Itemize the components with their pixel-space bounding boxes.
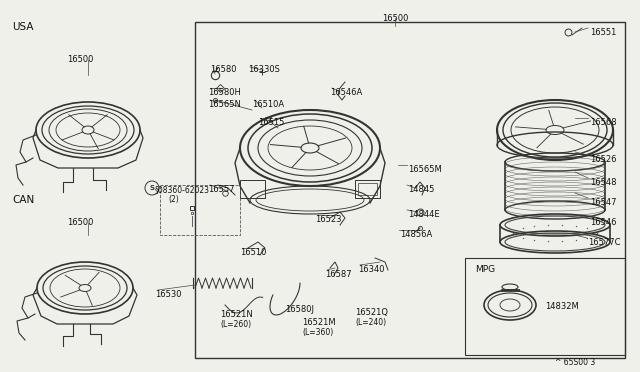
Bar	[195, 22, 625, 358]
Text: §08360-62023: §08360-62023	[155, 185, 210, 194]
Text: CAN: CAN	[12, 195, 35, 205]
Bar	[358, 183, 377, 195]
Text: 16547: 16547	[590, 198, 616, 207]
Text: 16510: 16510	[240, 248, 266, 257]
Text: 16580J: 16580J	[285, 305, 314, 314]
Text: 14832M: 14832M	[545, 302, 579, 311]
Text: 16565M: 16565M	[408, 165, 442, 174]
Text: (L=360): (L=360)	[302, 328, 333, 337]
Bar	[465, 258, 625, 355]
Text: 16546: 16546	[590, 218, 616, 227]
Text: S: S	[150, 185, 154, 191]
Text: 16523: 16523	[315, 215, 342, 224]
Text: 14856A: 14856A	[400, 230, 432, 239]
Bar	[160, 185, 240, 235]
Text: 16548: 16548	[590, 178, 616, 187]
Text: 16521N: 16521N	[220, 310, 253, 319]
Text: USA: USA	[12, 22, 33, 32]
Text: 14844E: 14844E	[408, 210, 440, 219]
Text: 16557: 16557	[208, 185, 234, 194]
Text: 16500: 16500	[67, 55, 93, 64]
Text: 16580: 16580	[210, 65, 237, 74]
Text: 16580H: 16580H	[208, 88, 241, 97]
Text: 16521M: 16521M	[302, 318, 335, 327]
Bar	[240, 180, 265, 198]
Text: 14845: 14845	[408, 185, 435, 194]
Text: 16530: 16530	[155, 290, 182, 299]
Text: (L=260): (L=260)	[220, 320, 251, 329]
Text: 16515: 16515	[258, 118, 284, 127]
Text: 16500: 16500	[67, 218, 93, 227]
Text: 16340: 16340	[358, 265, 385, 274]
Text: 16526: 16526	[590, 155, 616, 164]
Text: 16546A: 16546A	[330, 88, 362, 97]
Text: MPG: MPG	[475, 265, 495, 274]
Text: 16330S: 16330S	[248, 65, 280, 74]
Text: (2): (2)	[168, 195, 179, 204]
Text: 16500: 16500	[382, 14, 408, 23]
Text: 16568: 16568	[590, 118, 616, 127]
Text: ^ 65S00 3: ^ 65S00 3	[555, 358, 595, 367]
Bar	[355, 180, 380, 198]
Text: 16510A: 16510A	[252, 100, 284, 109]
Text: 16565N: 16565N	[208, 100, 241, 109]
Text: 16577C: 16577C	[588, 238, 621, 247]
Text: 16521Q: 16521Q	[355, 308, 388, 317]
Text: 16551: 16551	[590, 28, 616, 37]
Text: 16587: 16587	[325, 270, 351, 279]
Text: (L=240): (L=240)	[355, 318, 386, 327]
